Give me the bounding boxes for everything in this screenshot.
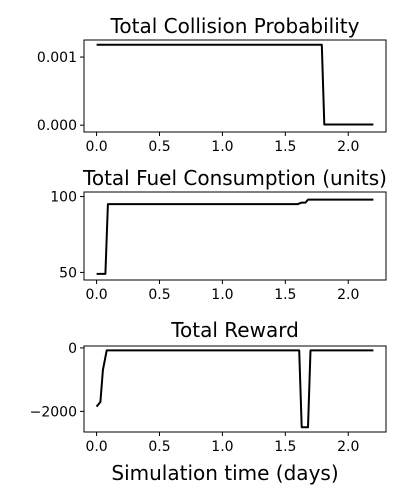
- series-line: [96, 198, 374, 275]
- plot-frame: [83, 191, 387, 281]
- x-tick-label: 2.0: [337, 139, 359, 155]
- chart-title: Total Collision Probability: [110, 14, 360, 38]
- x-tick-label: 1.5: [274, 287, 296, 303]
- chart-title: Total Reward: [170, 318, 299, 342]
- x-tick-label: 1.0: [211, 287, 233, 303]
- x-tick-label: 1.5: [274, 439, 296, 455]
- x-tick-label: 1.5: [274, 139, 296, 155]
- series-line: [96, 43, 374, 126]
- plot-frame: [83, 345, 387, 433]
- series-line: [95, 349, 374, 429]
- x-tick-label: 0.0: [85, 139, 107, 155]
- x-tick-label: 0.5: [148, 139, 170, 155]
- x-axis-label: Simulation time (days): [111, 461, 338, 485]
- chart-title: Total Fuel Consumption (units): [82, 166, 387, 190]
- x-tick-label: 1.0: [211, 139, 233, 155]
- x-tick-label: 0.5: [148, 287, 170, 303]
- x-tick-label: 1.0: [211, 439, 233, 455]
- plot-frame: [83, 39, 387, 133]
- x-tick-label: 2.0: [337, 439, 359, 455]
- x-tick-label: 2.0: [337, 287, 359, 303]
- collision-probability-panel: Total Collision Probability 0.0 0.5 1.0 1.5 2…: [37, 14, 387, 155]
- x-tick-label: 0.5: [148, 439, 170, 455]
- x-tick-label: 0.0: [85, 287, 107, 303]
- x-tick-label: 0.0: [85, 439, 107, 455]
- total-reward-panel: Total Reward 0.0 0.5 1.0 1.5 2.0 0 −2000 Simulat…: [30, 318, 387, 485]
- y-tick-label: 100: [50, 190, 77, 206]
- y-tick-label: 0.001: [37, 50, 77, 66]
- fuel-consumption-panel: Total Fuel Consumption (units) 0.0 0.5 1.0 1…: [50, 166, 387, 303]
- y-tick-label: 0: [68, 341, 77, 357]
- y-tick-label: −2000: [30, 404, 77, 420]
- y-tick-label: 50: [59, 265, 77, 281]
- y-tick-label: 0.000: [37, 118, 77, 134]
